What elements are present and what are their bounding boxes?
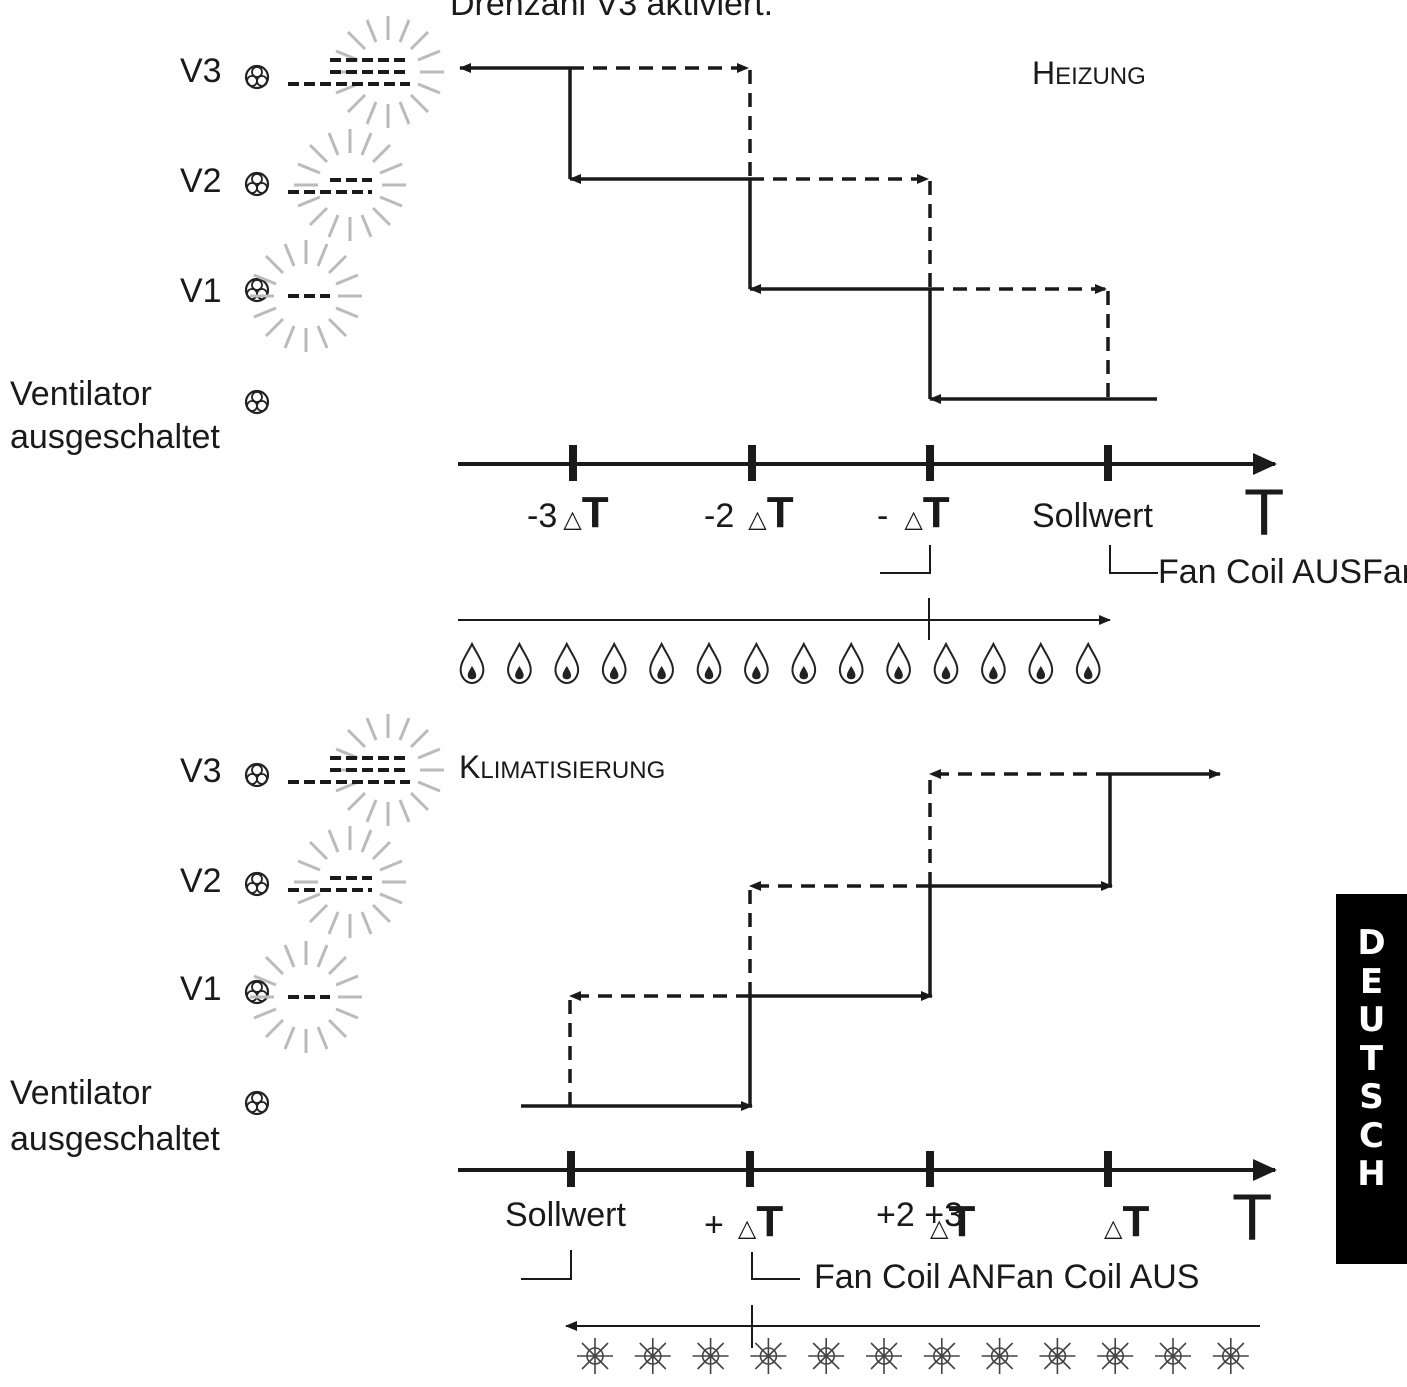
flame-icon — [696, 643, 722, 684]
speed-label-v1: V1 — [180, 272, 222, 310]
cooling-dashed-step-path — [568, 769, 1110, 1106]
v2-speed-bars — [288, 876, 372, 892]
flame-icon — [554, 643, 580, 684]
flame-icon — [838, 643, 864, 684]
fan-icon — [244, 871, 270, 897]
snowflake-icon — [1038, 1337, 1077, 1375]
speed-label-v2: V2 — [180, 162, 222, 200]
cooling-leader-lines — [521, 1250, 800, 1280]
v2-activity-burst-icon — [292, 824, 408, 940]
flame-icon — [981, 643, 1006, 684]
fan-icon — [244, 64, 270, 90]
setpoint-label: Sollwert — [505, 1196, 626, 1234]
heating-leader-lines — [880, 545, 1158, 574]
speed-label-v3: V3 — [180, 52, 222, 90]
fan-icon — [244, 171, 270, 197]
fan-coil-label: Fan Coil ANFan Coil AUS — [814, 1258, 1200, 1296]
tick-label: △T — [1104, 1197, 1149, 1246]
speed-label-v1: V1 — [180, 970, 222, 1008]
tick-label: -3 △T — [527, 488, 609, 537]
snowflake-icon — [1212, 1337, 1250, 1375]
flame-icon — [791, 643, 817, 684]
v2-activity-burst-icon — [292, 127, 408, 243]
flame-icon — [933, 643, 959, 684]
fan-icon — [244, 1090, 270, 1116]
top-caption: Drehzahl V3 aktiviert. — [450, 0, 773, 23]
fan-off-label: ausgeschaltet — [10, 1120, 220, 1158]
fan-off-label: Ventilator — [10, 1074, 152, 1112]
speed-label-v2: V2 — [180, 862, 222, 900]
snowflake-icon — [691, 1337, 730, 1375]
heating-solid-step-path — [459, 63, 1157, 404]
heating-section: HEIZUNG V3 V2 V1 Ventilator ausgeschalte… — [10, 14, 1407, 684]
cooling-solid-step-path — [521, 769, 1221, 1111]
snowflake-icon — [576, 1337, 614, 1375]
tick-label: +2 +3 — [876, 1196, 963, 1234]
v2-speed-bars — [288, 178, 372, 194]
tick-label: - △T — [877, 488, 950, 537]
flame-icon — [459, 643, 485, 684]
heating-dashed-step-path — [570, 63, 1110, 399]
fan-off-label: ausgeschaltet — [10, 418, 220, 456]
flame-icon — [744, 643, 769, 684]
snowflake-icon — [980, 1337, 1019, 1375]
fan-icon — [244, 979, 270, 1005]
snowflake-icon — [865, 1337, 903, 1375]
v3-speed-bars — [288, 756, 410, 784]
snowflake-icon — [749, 1337, 788, 1375]
fan-icon — [244, 277, 270, 303]
fan-coil-label: Fan Coil AUSFan — [1158, 553, 1407, 591]
v3-speed-bars — [288, 58, 410, 86]
fan-off-label: Ventilator — [10, 375, 152, 413]
flame-icon — [1075, 643, 1101, 684]
heating-title: HEIZUNG — [1032, 55, 1146, 91]
flame-icon — [886, 643, 911, 684]
tick-label: -2 △T — [704, 488, 794, 537]
cooling-section: KLIMATISIERUNG V3 V2 V1 Ventilator ausge… — [10, 712, 1277, 1375]
snowflake-icon — [1096, 1337, 1134, 1375]
axis-symbol: T — [1232, 1180, 1272, 1254]
snowflake-icon — [807, 1337, 846, 1375]
flame-icon — [601, 643, 627, 684]
snowflake-icon — [922, 1337, 961, 1375]
tick-label: △T — [930, 1197, 975, 1246]
cooling-title: KLIMATISIERUNG — [459, 749, 665, 785]
snowflake-icon — [633, 1337, 672, 1375]
flame-icon — [507, 643, 532, 684]
snowflake-icon — [1154, 1337, 1192, 1375]
axis-symbol: T — [1244, 475, 1284, 549]
flame-icon — [1028, 643, 1054, 684]
cooling-axis-ticks — [567, 1151, 1112, 1187]
fan-icon — [244, 389, 270, 415]
flame-row — [459, 643, 1101, 684]
tick-label: + △T — [704, 1197, 783, 1246]
flame-icon — [649, 643, 674, 684]
snowflake-row — [576, 1337, 1250, 1375]
fan-icon — [244, 762, 270, 788]
heating-axis-ticks — [569, 445, 1112, 481]
speed-label-v3: V3 — [180, 752, 222, 790]
setpoint-label: Sollwert — [1032, 497, 1153, 535]
